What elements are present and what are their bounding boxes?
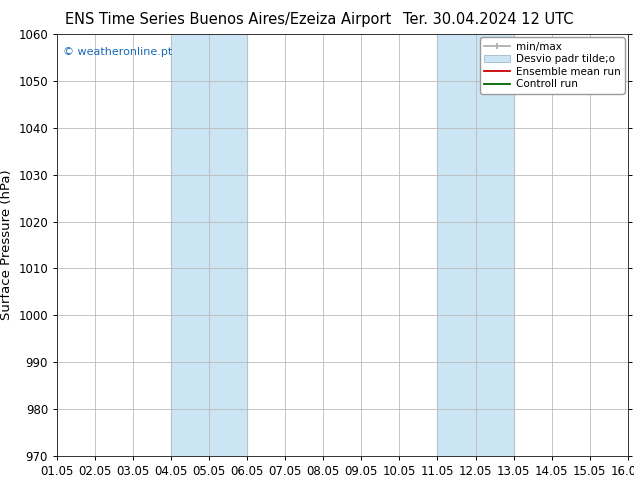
Legend: min/max, Desvio padr tilde;o, Ensemble mean run, Controll run: min/max, Desvio padr tilde;o, Ensemble m… [480, 37, 624, 94]
Bar [437, 34, 514, 456]
Text: © weatheronline.pt: © weatheronline.pt [63, 47, 172, 57]
Text: Ter. 30.04.2024 12 UTC: Ter. 30.04.2024 12 UTC [403, 12, 573, 27]
Bar [171, 34, 247, 456]
Text: ENS Time Series Buenos Aires/Ezeiza Airport: ENS Time Series Buenos Aires/Ezeiza Airp… [65, 12, 391, 27]
Y-axis label: Surface Pressure (hPa): Surface Pressure (hPa) [0, 170, 13, 320]
